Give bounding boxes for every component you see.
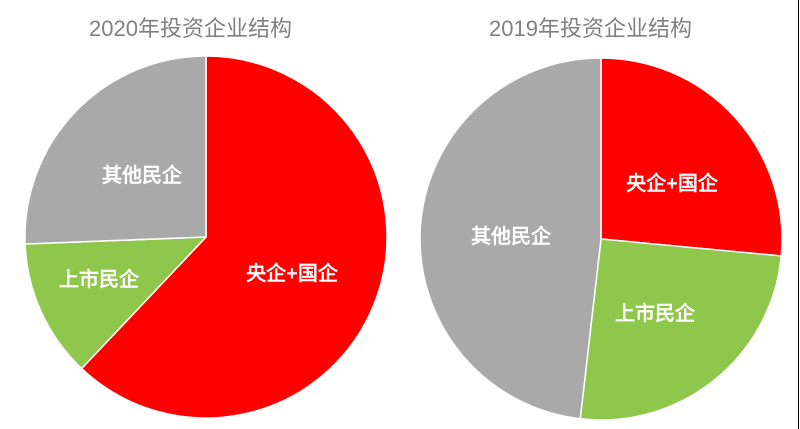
svg-text:央企+国企: 央企+国企 (626, 171, 719, 195)
svg-text:央企+国企: 央企+国企 (246, 261, 339, 285)
svg-text:上市民企: 上市民企 (59, 267, 140, 291)
svg-text:其他民企: 其他民企 (471, 224, 552, 248)
svg-text:其他民企: 其他民企 (102, 163, 183, 187)
svg-text:上市民企: 上市民企 (615, 301, 696, 325)
